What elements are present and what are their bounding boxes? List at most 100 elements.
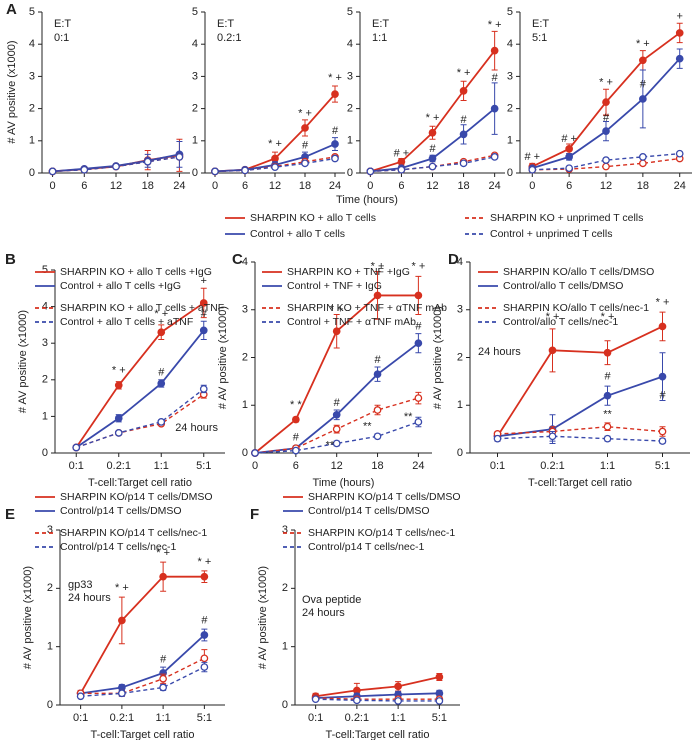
y-tick-label: 3 [42, 337, 48, 349]
y-tick-label: 0 [192, 167, 198, 179]
legend-label: SHARPIN KO/p14 T cells/DMSO [60, 491, 213, 503]
point [200, 572, 209, 581]
annotation: ** [326, 440, 335, 452]
y-tick-label: 2 [347, 103, 353, 115]
y-tick-label: 4 [42, 301, 48, 313]
note: gp33 [68, 579, 92, 591]
point [200, 654, 209, 663]
legend-label: SHARPIN KO + TNF +IgG [287, 266, 410, 278]
subtitle: E:T [532, 18, 549, 30]
point [394, 682, 402, 691]
x-tick-label: 12 [426, 180, 438, 192]
point [602, 162, 610, 171]
point [603, 391, 612, 400]
x-tick-label: 6 [81, 180, 87, 192]
point [602, 127, 610, 135]
point [291, 415, 300, 424]
point [112, 162, 120, 171]
point [200, 631, 209, 639]
annotation: + [676, 11, 682, 23]
series-line [80, 657, 205, 695]
y-tick-label: 0 [47, 699, 53, 711]
x-tick-label: 1:1 [154, 460, 169, 472]
y-tick-label: 2 [42, 374, 48, 386]
series-line [496, 325, 663, 437]
x-tick-label: 18 [142, 180, 154, 192]
annotation: * + [636, 38, 650, 50]
point [675, 149, 684, 158]
annotation: * + [298, 107, 312, 119]
annotation: # [201, 308, 208, 320]
note: 24 hours [478, 346, 521, 358]
y-axis-label: # AV positive (x1000) [22, 566, 34, 669]
point [301, 124, 309, 132]
point [159, 674, 167, 683]
y-tick-label: 1 [347, 135, 353, 147]
point [428, 154, 437, 163]
point [414, 291, 423, 300]
legend-label: SHARPIN KO/p14 T cells/nec-1 [308, 527, 455, 539]
annotation: # [332, 125, 339, 137]
point [72, 443, 81, 452]
y-tick-label: 1 [192, 135, 198, 147]
annotation: ** [363, 421, 372, 433]
legend-label: SHARPIN KO + unprimed T cells [490, 212, 643, 224]
annotation: # [604, 371, 611, 383]
x-tick-label: 24 [674, 180, 686, 192]
point [373, 432, 382, 441]
point [114, 381, 123, 390]
y-tick-label: 5 [192, 6, 198, 18]
point [435, 673, 444, 681]
annotation: # [201, 614, 208, 626]
annotation: * + [457, 67, 471, 79]
series-line [76, 388, 205, 449]
point [332, 327, 341, 336]
annotation: * + [599, 77, 613, 89]
point [459, 87, 468, 95]
point [118, 689, 126, 698]
point [373, 406, 382, 414]
x-tick-label: 18 [637, 180, 649, 192]
annotation: * + [328, 72, 342, 84]
series-line [214, 157, 336, 173]
annotation: * + [371, 261, 385, 273]
point [459, 159, 468, 168]
point [428, 128, 437, 137]
point [373, 291, 382, 300]
point [414, 394, 423, 402]
legend-label: Control + unprimed T cells [490, 228, 612, 240]
series-line [497, 426, 663, 435]
point [331, 140, 339, 148]
point [658, 437, 667, 445]
y-tick-label: 2 [242, 351, 248, 363]
y-tick-label: 0 [29, 167, 35, 179]
x-tick-label: 12 [600, 180, 612, 192]
point [199, 385, 208, 393]
annotation: * + [268, 138, 282, 150]
x-tick-label: 5:1 [655, 460, 670, 472]
annotation: * + [156, 547, 170, 559]
annotation: # [334, 397, 341, 409]
x-tick-label: 18 [299, 180, 311, 192]
x-tick-label: 0 [212, 180, 218, 192]
annotation: * + [426, 112, 440, 124]
x-tick-label: 6 [242, 180, 248, 192]
point [490, 46, 499, 55]
y-tick-label: 4 [507, 38, 513, 50]
x-tick-label: 5:1 [196, 460, 211, 472]
x-axis-label: Time (hours) [336, 194, 398, 206]
x-tick-label: 1:1 [155, 712, 170, 724]
legend-label: Control + allo T cells +IgG [60, 280, 181, 292]
annotation: # [160, 653, 167, 665]
point [199, 326, 208, 335]
y-axis-label: # AV positive (x1000) [17, 310, 29, 413]
point [658, 322, 667, 331]
annotation: ** [603, 409, 612, 421]
annotation: * + [488, 19, 502, 31]
subtitle: 1:1 [372, 32, 387, 44]
y-tick-label: 5 [42, 264, 48, 276]
point [143, 157, 152, 166]
point [157, 418, 166, 426]
annotation: * + [112, 365, 126, 377]
y-axis-label: # AV positive (x1000) [6, 40, 18, 143]
